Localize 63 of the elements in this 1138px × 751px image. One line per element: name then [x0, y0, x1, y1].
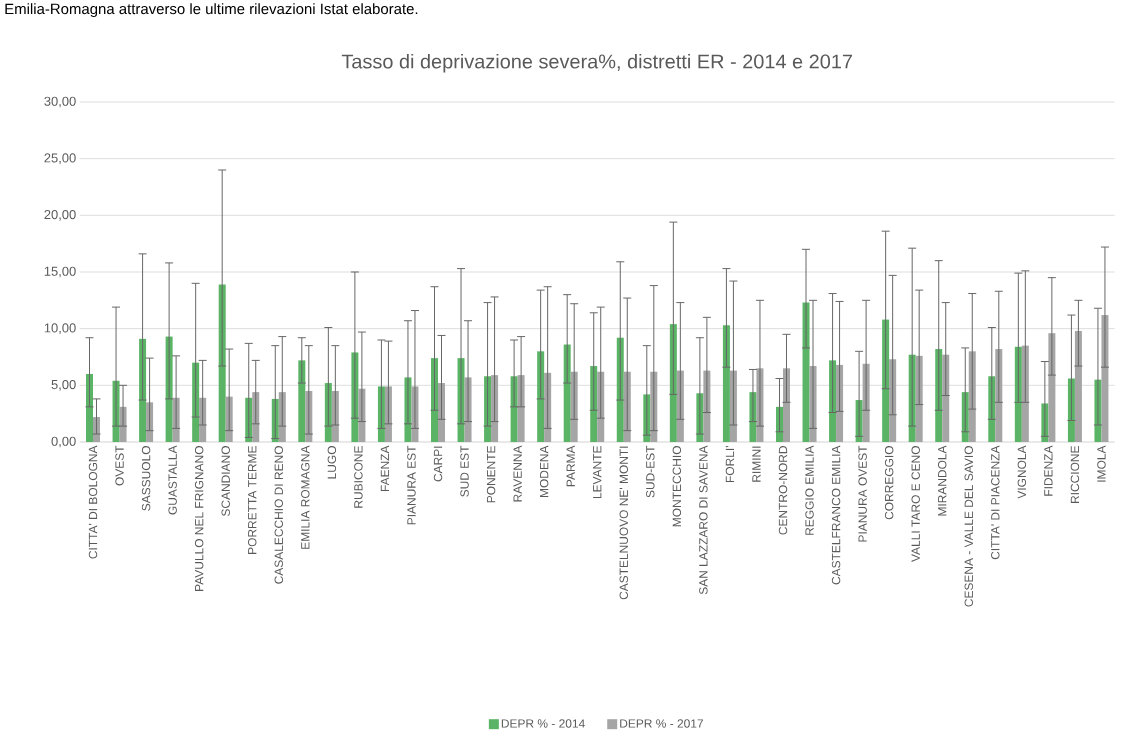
text: Emilia-Romagna attraverso le ultime rilevazioni Istat elaborate. [5, 3, 418, 18]
x-tick-label: VIGNOLA [1017, 445, 1027, 499]
x-tick-label: FAENZA [380, 445, 390, 492]
bar [537, 351, 545, 442]
x-tick-label: CITTA' DI BOLOGNA [88, 445, 98, 559]
x-tick-label: CARPI [433, 446, 443, 482]
y-tick-label: 0,00 [51, 436, 76, 448]
x-tick-label: LUGO [327, 446, 337, 479]
x-tick-label: CORREGGIO [884, 446, 894, 520]
bar [836, 364, 844, 442]
legend-label: DEPR % - 2014 [501, 719, 585, 728]
x-tick-label: MONTECCHIO [672, 446, 682, 527]
y-tick-label: 25,00 [44, 153, 76, 164]
x-tick-label: RUBICONE [354, 446, 363, 508]
bar [722, 325, 730, 442]
x-tick-label: GUASTALLA [168, 445, 177, 515]
x-tick-label: SUD-EST [646, 445, 655, 498]
x-tick-label: FIDENZA [1044, 445, 1053, 496]
x-tick-label: PORRETTA TERME [248, 446, 257, 554]
x-tick-label: IMOLA [1097, 445, 1106, 482]
x-tick-label: MODENA [539, 445, 549, 497]
x-tick-label: VALLI TARO E CENO [911, 446, 920, 562]
bar [139, 338, 147, 442]
x-tick-label: SAN LAZZARO DI SAVENA [699, 445, 708, 595]
bar [669, 324, 677, 442]
chart-title: Tasso di deprivazione severa%, distretti ER - 2014 e 2017 [341, 53, 852, 73]
y-tick-label: 30,00 [44, 96, 76, 108]
x-tick-label: OVEST [115, 445, 124, 486]
x-tick-label: PAVULLO NEL FRIGNANO [194, 446, 204, 591]
x-tick-label: CITTA' DI PIACENZA [991, 445, 1000, 560]
x-tick-label: RIMINI [752, 446, 761, 482]
y-tick-label: 5,00 [51, 379, 76, 391]
x-tick-label: LEVANTE [593, 446, 602, 499]
x-tick-label: CESENA - VALLE DEL SAVIO [964, 446, 973, 607]
bar [563, 344, 571, 442]
y-tick-label: 20,00 [44, 209, 76, 221]
bar [995, 349, 1003, 442]
x-tick-label: PIANURA OVEST [858, 445, 867, 542]
bar [298, 360, 306, 442]
x-tick-label: CENTRO-NORD [778, 446, 788, 535]
x-tick-label: PONENTE [486, 446, 496, 503]
x-tick-label: SCANDIANO [221, 446, 230, 517]
x-tick-label: MIRANDOLA [937, 445, 947, 516]
bar [431, 358, 438, 442]
y-tick-label: 15,00 [44, 266, 76, 278]
bar [1074, 330, 1082, 442]
x-tick-label: FORLI' [725, 446, 735, 483]
x-tick-label: SUD EST [460, 445, 469, 497]
x-tick-label: RICCIONE [1070, 446, 1080, 503]
x-tick-label: REGGIO EMILIA [805, 445, 814, 535]
x-tick-label: PIANURA EST [407, 445, 416, 525]
x-tick-label: PARMA [566, 445, 575, 487]
y-tick-label: 10,00 [44, 323, 76, 334]
x-tick-label: CASALECCHIO DI RENO [274, 446, 283, 584]
bar [86, 373, 94, 442]
x-tick-label: SASSUOLO [141, 446, 151, 511]
legend-label: DEPR % - 2017 [620, 719, 703, 728]
x-tick-label: CASTELNUOVO NE' MONTI [619, 446, 628, 600]
bar [942, 354, 950, 442]
x-tick-label: EMILIA ROMAGNA [301, 445, 310, 549]
bar [783, 368, 790, 442]
x-tick-label: RAVENNA [513, 445, 522, 502]
x-tick-label: CASTELFRANCO EMILIA [831, 445, 841, 585]
